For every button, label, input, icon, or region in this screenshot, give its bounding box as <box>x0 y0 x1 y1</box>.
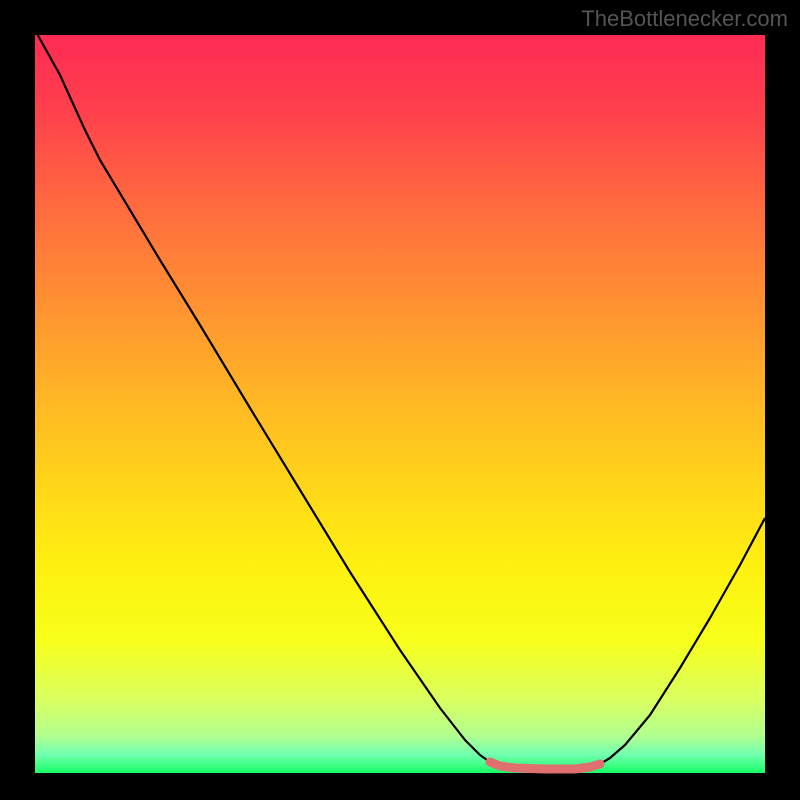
highlight-segment <box>490 762 600 769</box>
main-curve <box>35 30 765 769</box>
watermark-text: TheBottlenecker.com <box>581 6 788 32</box>
curve-overlay <box>0 0 800 800</box>
chart-stage: TheBottlenecker.com <box>0 0 800 800</box>
